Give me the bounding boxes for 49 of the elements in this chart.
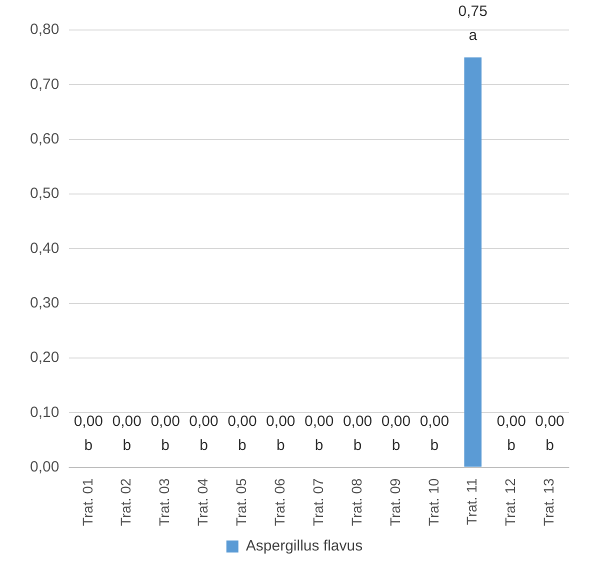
y-tick-label: 0,40: [30, 240, 60, 257]
data-label: 0,00: [266, 412, 296, 430]
annotation: b: [200, 436, 208, 454]
data-label: 0,00: [420, 412, 450, 430]
annotation: b: [353, 436, 362, 454]
data-label: 0,00: [304, 412, 334, 430]
data-label: 0,00: [189, 412, 218, 430]
y-tick-label: 0,50: [30, 185, 60, 202]
annotation: b: [314, 436, 324, 454]
data-label: 0,00: [228, 412, 257, 430]
annotation: b: [238, 436, 246, 454]
x-tick-label: Trat. 13: [540, 478, 557, 526]
x-tick-label: Trat. 11: [464, 478, 480, 525]
y-tick-label: 0,10: [30, 404, 60, 421]
y-tick-label: 0,30: [30, 294, 60, 312]
data-label: 0,00: [74, 412, 104, 430]
annotation: a: [468, 26, 478, 44]
x-tick-label: Trat. 05: [233, 478, 250, 526]
y-tick-label: 0,70: [30, 76, 60, 93]
x-tick-label: Trat. 08: [348, 478, 364, 526]
y-tick-label: 0,20: [30, 349, 60, 366]
annotation: b: [276, 436, 285, 454]
data-label: 0,75: [458, 2, 488, 20]
x-tick-label: Trat. 04: [194, 478, 211, 526]
data-label: 0,00: [112, 412, 142, 430]
y-tick-label: 0,60: [30, 130, 60, 148]
x-tick-label: Trat. 06: [272, 478, 288, 526]
annotation: b: [546, 436, 554, 454]
x-tick-label: Trat. 12: [502, 478, 518, 526]
annotation: b: [430, 436, 439, 454]
data-label: 0,00: [342, 412, 372, 430]
annotation: b: [507, 436, 516, 454]
x-tick-label: Trat. 03: [156, 478, 172, 526]
x-tick-label: Trat. 10: [425, 478, 442, 526]
annotation: b: [84, 436, 93, 454]
legend-label: Aspergillus flavus: [246, 538, 363, 555]
x-tick-label: Trat. 01: [79, 478, 96, 526]
data-label: 0,00: [535, 412, 564, 430]
data-label: 0,00: [150, 412, 180, 430]
y-tick-label: 0,80: [30, 21, 60, 38]
annotation: b: [161, 436, 170, 454]
x-tick-label: Trat. 07: [310, 478, 326, 526]
data-label: 0,00: [496, 412, 526, 430]
x-tick-label: Trat. 02: [118, 478, 134, 526]
data-label: 0,00: [381, 412, 411, 430]
annotation: b: [122, 436, 132, 454]
y-tick-label: 0,00: [30, 458, 60, 476]
annotation: b: [392, 436, 400, 454]
x-tick-label: Trat. 09: [386, 478, 403, 526]
